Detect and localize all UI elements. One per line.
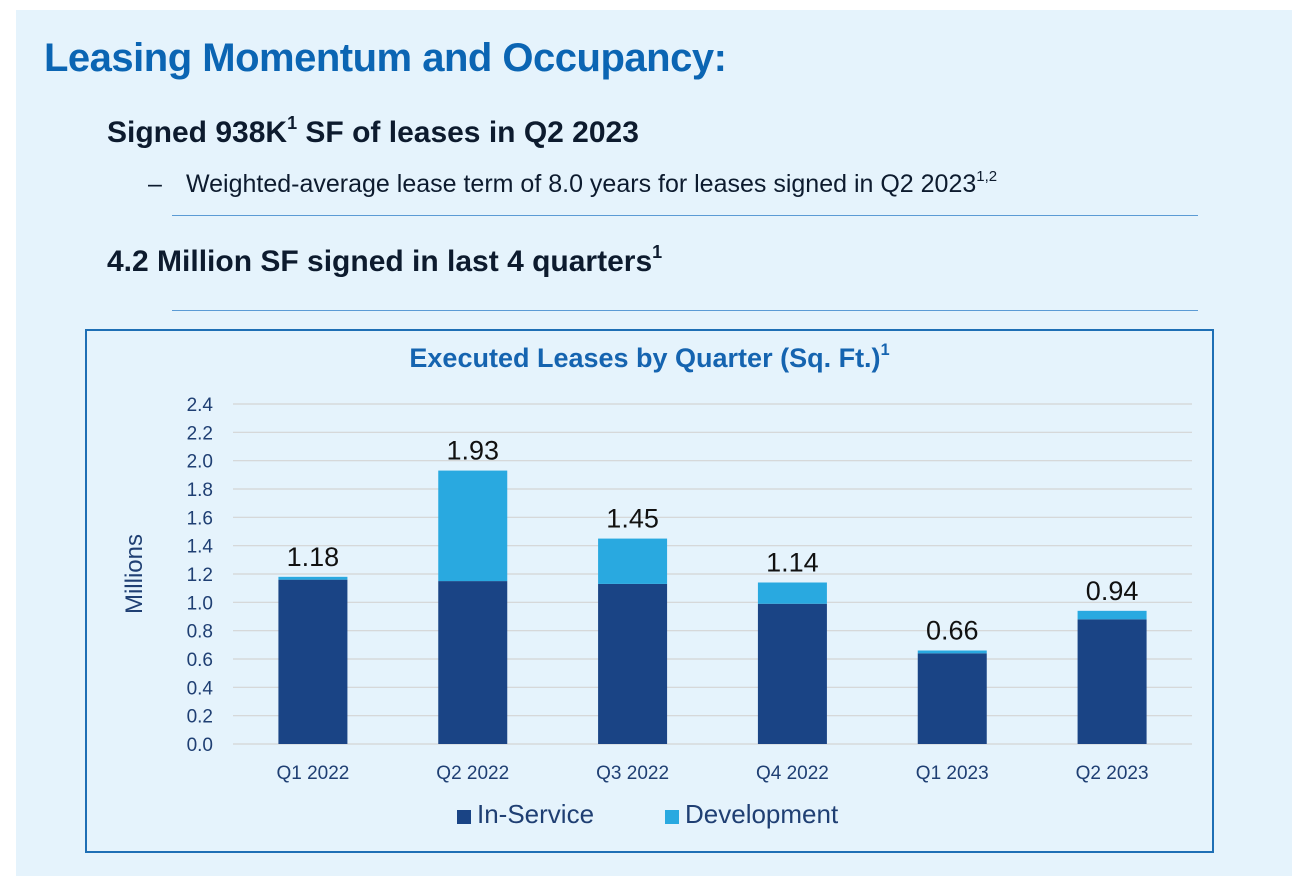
y-tick-label: 1.6: [187, 508, 213, 529]
divider-line: [172, 215, 1198, 216]
footnote-marker: 1: [287, 113, 298, 134]
data-label: 1.14: [766, 548, 819, 578]
legend-label: Development: [685, 799, 839, 829]
bar-in-service: [1077, 619, 1147, 744]
chart-title: Executed Leases by Quarter (Sq. Ft.)1: [87, 341, 1212, 374]
y-tick-label: 2.0: [187, 452, 213, 473]
bar-in-service: [278, 579, 348, 744]
last-four-quarters-heading: 4.2 Million SF signed in last 4 quarters…: [107, 242, 663, 279]
x-tick-label: Q3 2022: [596, 763, 669, 784]
y-tick-label: 1.0: [187, 593, 213, 614]
page-title: Leasing Momentum and Occupancy:: [44, 36, 727, 80]
legend-label: In-Service: [477, 799, 594, 829]
signed-leases-text-rest: SF of leases in Q2 2023: [297, 116, 639, 149]
data-label: 1.45: [606, 504, 659, 534]
x-tick-label: Q1 2022: [276, 763, 349, 784]
y-tick-label: 0.6: [187, 650, 213, 671]
chart-title-text: Executed Leases by Quarter (Sq. Ft.): [409, 343, 881, 373]
y-tick-label: 0.0: [187, 735, 213, 756]
footnote-marker: 1,2: [976, 168, 998, 186]
y-tick-label: 0.4: [187, 678, 214, 699]
y-tick-label: 0.2: [187, 707, 213, 728]
x-tick-label: Q2 2023: [1076, 763, 1149, 784]
y-tick-label: 2.2: [187, 423, 213, 444]
stacked-bar-chart: 0.0 0.2 0.4 0.6 0.8 1.0 1.2 1.4 1.6 1.8 2.0 2.2 2.4 M…: [121, 395, 1192, 829]
bar-development: [1077, 610, 1147, 620]
y-tick-label: 1.8: [187, 480, 213, 501]
y-tick-label: 0.8: [187, 622, 213, 643]
bar-development: [598, 538, 668, 584]
chart-container: Executed Leases by Quarter (Sq. Ft.)1 0.…: [85, 329, 1214, 853]
y-tick-label: 1.2: [187, 565, 213, 586]
y-axis-title: Millions: [121, 534, 148, 614]
divider-line: [172, 310, 1198, 311]
footnote-marker: 1: [652, 242, 663, 263]
signed-leases-heading: Signed 938K1 SF of leases in Q2 2023: [107, 113, 639, 150]
legend-swatch: [457, 810, 471, 824]
bar-in-service: [917, 653, 987, 744]
lease-term-text: Weighted-average lease term of 8.0 years…: [186, 170, 977, 198]
bullet-marker: –: [148, 170, 162, 198]
data-label: 0.94: [1086, 576, 1139, 606]
bar-development: [438, 470, 508, 582]
data-label: 1.18: [287, 542, 340, 572]
data-label: 0.66: [926, 616, 979, 646]
bar-development: [757, 582, 827, 604]
bar-development: [917, 650, 987, 654]
y-tick-label: 2.4: [187, 395, 214, 416]
footnote-marker: 1: [880, 341, 890, 360]
x-tick-label: Q2 2022: [436, 763, 509, 784]
data-label: 1.93: [446, 436, 499, 466]
signed-leases-text: Signed 938K: [107, 116, 288, 149]
lease-term-bullet: – Weighted-average lease term of 8.0 year…: [148, 168, 998, 199]
bar-development: [278, 576, 348, 580]
y-tick-label: 1.4: [187, 537, 214, 558]
bar-in-service: [598, 583, 668, 744]
bar-in-service: [438, 581, 508, 744]
bar-in-service: [757, 603, 827, 744]
legend-swatch: [665, 810, 679, 824]
x-tick-label: Q1 2023: [916, 763, 989, 784]
x-tick-label: Q4 2022: [756, 763, 829, 784]
last-four-quarters-text: 4.2 Million SF signed in last 4 quarters: [107, 245, 653, 278]
